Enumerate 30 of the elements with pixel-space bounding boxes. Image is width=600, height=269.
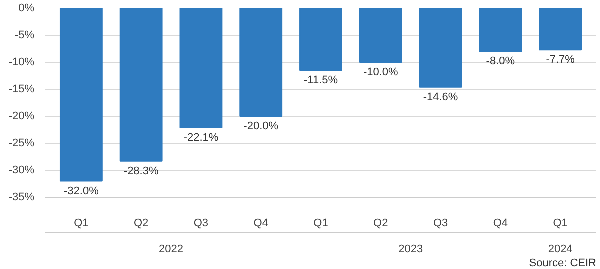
data-label: -8.0% (486, 56, 516, 68)
data-label: -14.6% (423, 91, 458, 104)
data-label: -32.0% (64, 185, 100, 198)
y-tick-label: -30% (8, 164, 35, 176)
x-tick-label: Q4 (493, 218, 508, 230)
x-tick-label: Q2 (134, 218, 149, 230)
text: 2024 (548, 244, 573, 256)
data-label: -20.0% (244, 120, 279, 132)
data-label: -10.0% (363, 66, 399, 78)
x-tick-label: Q2 (374, 218, 388, 230)
x-tick-label: Q3 (194, 218, 209, 230)
y-tick-label: -5% (14, 30, 35, 42)
y-tick-label: -35% (8, 192, 35, 204)
data-label: -22.1% (184, 132, 219, 144)
x-tick-label: Q1 (314, 218, 328, 230)
y-tick-label: -20% (8, 110, 35, 122)
data-label: -7.7% (546, 54, 576, 66)
x-tick-label: Q3 (433, 218, 448, 230)
y-tick-label: 0% (18, 2, 35, 14)
y-tick-label: -10% (8, 56, 35, 68)
text: 2022 (159, 244, 184, 256)
x-tick-label: Q4 (254, 218, 268, 230)
y-tick-label: -25% (8, 138, 35, 150)
x-tick-label: Q1 (553, 218, 568, 230)
data-label: -28.3% (124, 165, 159, 178)
y-tick-label: -15% (8, 84, 35, 96)
x-tick-label: Q1 (74, 218, 89, 230)
source-note: Source: CEIR (529, 258, 597, 269)
data-label: -11.5% (304, 74, 338, 87)
text: 2023 (398, 244, 424, 256)
